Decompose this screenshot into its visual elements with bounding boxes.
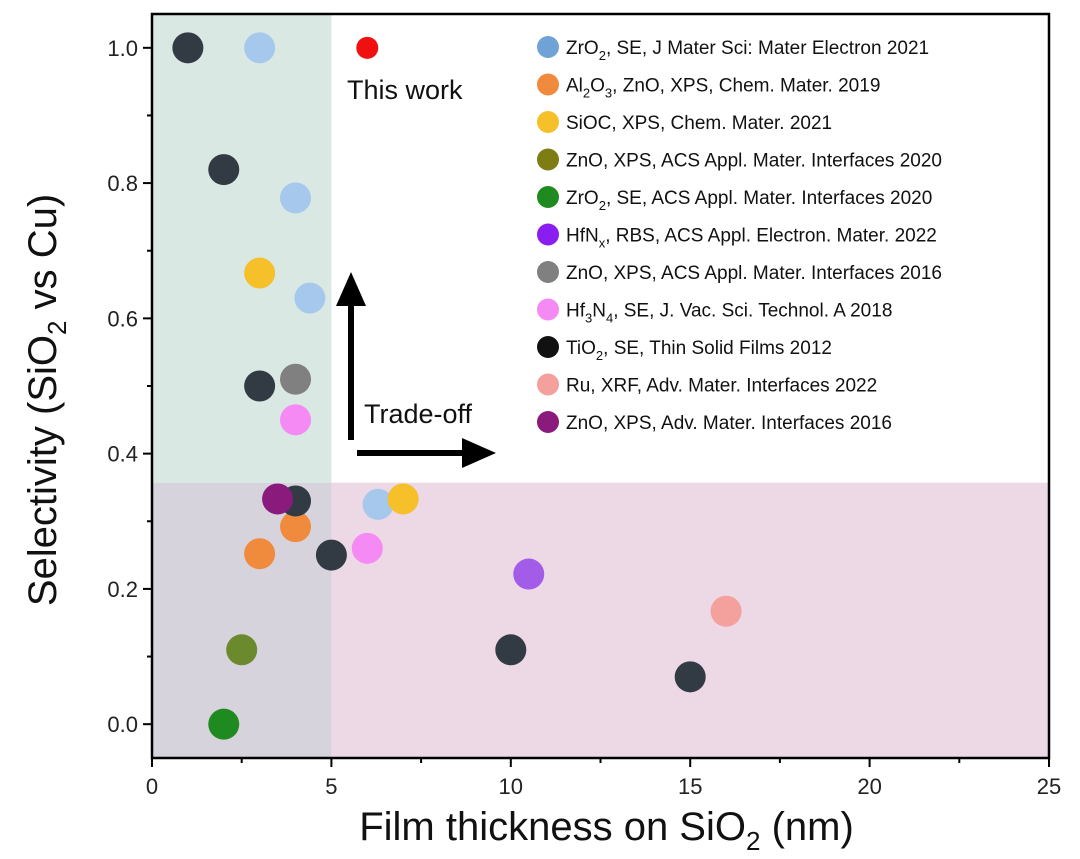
- y-tick-label: 0.6: [107, 306, 138, 331]
- this-work-label: This work: [347, 75, 463, 105]
- data-point-series-9: [710, 595, 742, 627]
- x-tick-label: 5: [325, 774, 337, 799]
- legend-label: Ru, XRF, Adv. Mater. Interfaces 2022: [566, 376, 877, 397]
- data-point-series-2: [387, 483, 419, 515]
- data-point-series-4: [208, 708, 240, 740]
- data-point-series-8: [674, 661, 706, 693]
- trade-off-arrow-up-head: [336, 272, 366, 306]
- x-axis-title-end: (nm): [760, 805, 853, 849]
- legend-label: Hf3N4, SE, J. Vac. Sci. Technol. A 2018: [566, 301, 892, 326]
- legend-marker: [537, 111, 559, 133]
- data-point-series-8: [208, 154, 240, 186]
- y-axis-title-sub: 2: [42, 321, 72, 335]
- data-point-series-8: [172, 32, 204, 64]
- y-axis-title-main: Selectivity (SiO: [21, 335, 65, 606]
- data-point-series-8: [244, 370, 276, 402]
- data-point-series-7: [280, 404, 312, 436]
- legend-label: ZnO, XPS, Adv. Mater. Interfaces 2016: [566, 413, 892, 434]
- legend-label: Al2O3, ZnO, XPS, Chem. Mater. 2019: [566, 76, 880, 101]
- trade-off-arrow-right-head: [462, 438, 496, 468]
- legend-label: SiOC, XPS, Chem. Mater. 2021: [566, 113, 832, 134]
- legend-marker: [537, 411, 559, 433]
- x-axis-title: Film thickness on SiO2 (nm): [359, 805, 854, 856]
- data-point-series-5: [513, 558, 545, 590]
- legend-marker: [537, 223, 559, 246]
- legend-marker: [537, 373, 559, 396]
- data-point-series-2: [244, 257, 276, 289]
- legend-label: TiO2, SE, Thin Solid Films 2012: [566, 338, 832, 363]
- data-point-series-0: [362, 488, 394, 520]
- x-tick-label: 0: [146, 774, 158, 799]
- legend-label: ZnO, XPS, ACS Appl. Mater. Interfaces 20…: [566, 263, 942, 284]
- x-tick-label: 15: [678, 774, 702, 799]
- y-tick-label: 0.2: [107, 577, 138, 602]
- x-tick-label: 10: [499, 774, 523, 799]
- y-tick-label: 0.8: [107, 171, 138, 196]
- trade-off-label: Trade-off: [364, 399, 473, 429]
- legend-marker: [537, 336, 559, 358]
- data-point-series-6: [280, 363, 312, 395]
- x-axis-ticks: 0 5 10 15 20 25: [146, 758, 1061, 799]
- x-axis-title-sub: 2: [746, 826, 760, 856]
- shaded-region-0: [152, 14, 332, 483]
- data-point-series-0: [280, 182, 312, 214]
- x-tick-label: 25: [1037, 774, 1061, 799]
- legend-marker: [537, 186, 559, 208]
- legend-label: ZnO, XPS, ACS Appl. Mater. Interfaces 20…: [566, 151, 942, 172]
- data-point-series-10: [262, 483, 294, 515]
- data-point-series-8: [495, 634, 527, 666]
- legend-marker: [537, 36, 559, 58]
- legend: ZrO2, SE, J Mater Sci: Mater Electron 20…: [537, 36, 942, 434]
- data-point-series-7: [351, 532, 383, 564]
- legend-label: HfNx, RBS, ACS Appl. Electron. Mater. 20…: [566, 226, 937, 251]
- data-point-series-3: [226, 634, 258, 666]
- data-points: [172, 32, 742, 740]
- y-tick-label: 1.0: [107, 36, 138, 61]
- y-axis-ticks: 0.0 0.2 0.4 0.6 0.8 1.0: [107, 36, 152, 737]
- data-point-this-work: [356, 36, 379, 59]
- data-point-series-0: [244, 32, 276, 64]
- annotations: This work Trade-off: [336, 75, 496, 468]
- legend-marker: [537, 261, 559, 283]
- x-tick-label: 20: [857, 774, 881, 799]
- data-point-series-0: [294, 282, 326, 314]
- shaded-region-2: [331, 482, 1049, 758]
- legend-label: ZrO2, SE, J Mater Sci: Mater Electron 20…: [566, 38, 929, 63]
- axes: 0 5 10 15 20 25 0.0 0.2 0.4 0.6 0.8 1.0: [107, 12, 1061, 799]
- legend-marker: [537, 73, 559, 96]
- y-tick-label: 0.0: [107, 712, 138, 737]
- y-tick-label: 0.4: [107, 442, 138, 467]
- x-axis-title-main: Film thickness on SiO: [359, 805, 746, 849]
- data-point-series-8: [315, 539, 347, 571]
- data-point-series-1: [244, 538, 276, 570]
- y-axis-title-end: vs Cu): [21, 194, 65, 321]
- y-axis-title: Selectivity (SiO2 vs Cu): [21, 194, 72, 606]
- legend-marker: [537, 148, 559, 171]
- data-point-series-1: [280, 511, 312, 543]
- legend-marker: [537, 298, 559, 321]
- legend-label: ZrO2, SE, ACS Appl. Mater. Interfaces 20…: [566, 188, 932, 213]
